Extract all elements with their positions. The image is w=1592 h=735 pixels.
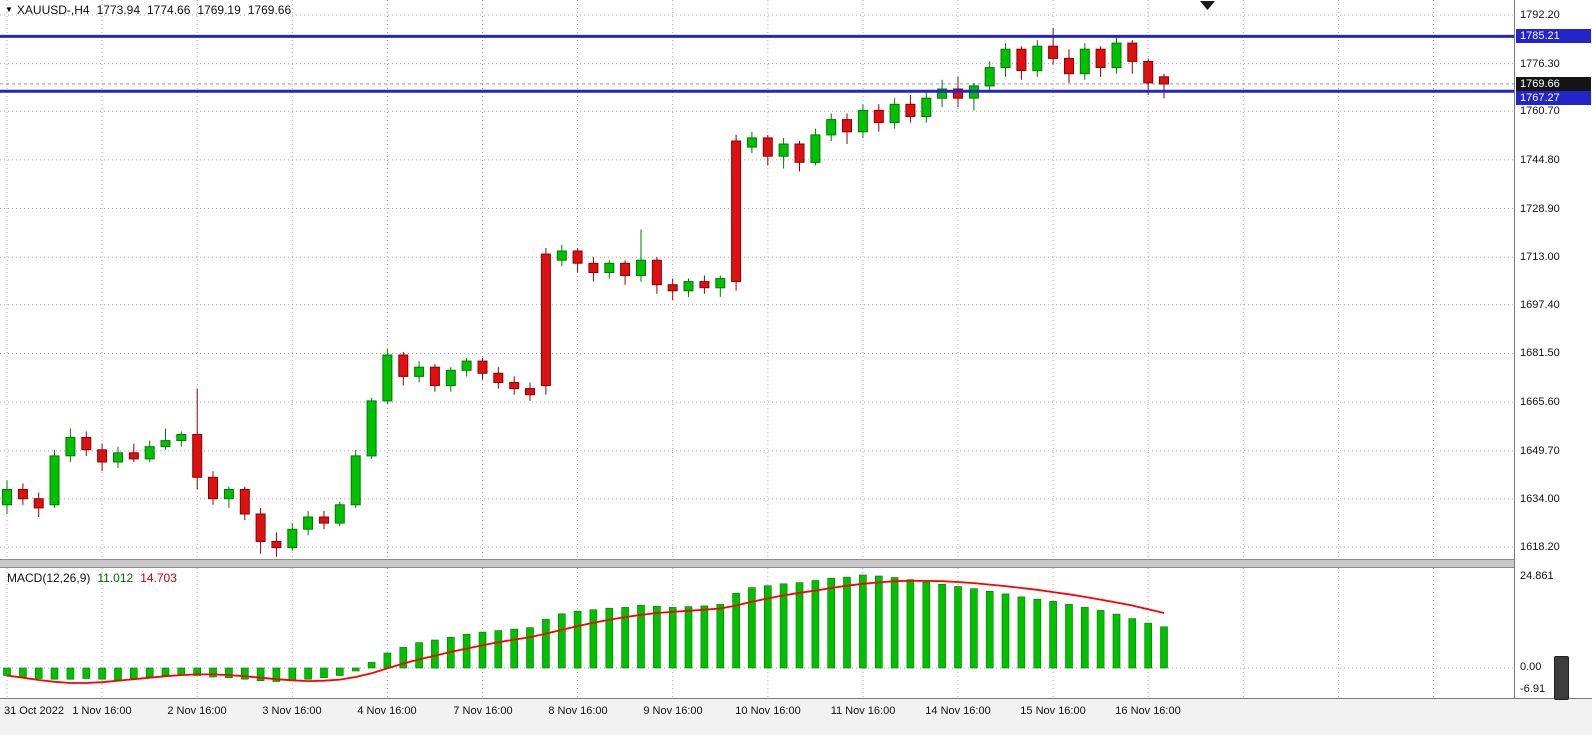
macd-axis-min-label: -6.91 bbox=[1520, 683, 1546, 695]
price-axis-label: 1665.60 bbox=[1520, 396, 1560, 408]
price-axis-label: 1713.00 bbox=[1520, 251, 1560, 263]
ohlc-open-value: 1773.94 bbox=[96, 3, 140, 17]
macd-indicator-area[interactable]: MACD(12,26,9) 11.012 14.703 bbox=[0, 568, 1514, 698]
time-axis-label: 14 Nov 16:00 bbox=[925, 705, 991, 717]
time-axis-label: 1 Nov 16:00 bbox=[72, 705, 132, 717]
macd-main-value: 11.012 bbox=[97, 571, 134, 585]
macd-axis-max-label: 24.861 bbox=[1520, 570, 1554, 582]
time-axis[interactable]: 31 Oct 2022 1 Nov 16:00 2 Nov 16:00 3 Nov 1… bbox=[0, 698, 1592, 735]
macd-axis-zero-label: 0.00 bbox=[1520, 661, 1542, 673]
price-axis-label: 1697.40 bbox=[1520, 299, 1560, 311]
macd-chart[interactable] bbox=[0, 568, 1514, 698]
ohlc-close-value: 1769.66 bbox=[247, 3, 292, 17]
time-axis-label: 9 Nov 16:00 bbox=[643, 705, 703, 717]
macd-histogram-layer bbox=[3, 574, 1168, 682]
bid-price-badge: 1769.66 bbox=[1516, 77, 1591, 91]
macd-name-label: MACD(12,26,9) bbox=[7, 571, 91, 585]
chart-shift-marker[interactable] bbox=[1200, 1, 1215, 10]
time-axis-label: 15 Nov 16:00 bbox=[1020, 705, 1086, 717]
time-axis-label: 3 Nov 16:00 bbox=[262, 705, 322, 717]
time-axis-label: 4 Nov 16:00 bbox=[357, 705, 417, 717]
macd-signal-value: 14.703 bbox=[140, 571, 177, 585]
macd-grid-layer bbox=[0, 568, 1514, 698]
time-axis-label: 8 Nov 16:00 bbox=[548, 705, 608, 717]
time-axis-label: 7 Nov 16:00 bbox=[453, 705, 513, 717]
symbol-dropdown-icon[interactable]: ▼ bbox=[5, 5, 13, 14]
scrollbar-thumb[interactable] bbox=[1554, 656, 1569, 700]
candles-layer bbox=[2, 27, 1169, 557]
price-axis-label: 1649.70 bbox=[1520, 445, 1560, 457]
time-axis-label: 2 Nov 16:00 bbox=[167, 705, 227, 717]
price-axis-label: 1634.00 bbox=[1520, 493, 1560, 505]
panel-resize-separator[interactable] bbox=[0, 559, 1592, 568]
time-axis-label: 11 Nov 16:00 bbox=[830, 705, 896, 717]
time-axis-label: 10 Nov 16:00 bbox=[735, 705, 801, 717]
ohlc-high-value: 1774.66 bbox=[147, 3, 191, 17]
ohlc-low-value: 1769.19 bbox=[197, 3, 241, 17]
time-axis-label: 16 Nov 16:00 bbox=[1115, 705, 1181, 717]
macd-signal-line bbox=[6, 579, 1165, 684]
price-axis[interactable]: 24.861 0.00 -6.91 1792.20 1776.30 1760.70 1… bbox=[1514, 0, 1592, 698]
grid-layer bbox=[0, 0, 1514, 560]
price-axis-label: 1744.80 bbox=[1520, 154, 1560, 166]
level-price-badge: 1767.27 bbox=[1516, 91, 1591, 105]
symbol-timeframe-label: XAUUSD-,H4 bbox=[16, 3, 90, 17]
chart-area[interactable]: ▼ XAUUSD-,H4 1773.94 1774.66 1769.19 1769.66 bbox=[0, 0, 1514, 560]
macd-label: MACD(12,26,9) 11.012 14.703 bbox=[7, 571, 177, 585]
time-axis-label: 31 Oct 2022 bbox=[4, 705, 64, 717]
price-axis-label: 1618.20 bbox=[1520, 541, 1560, 553]
price-axis-label: 1776.30 bbox=[1520, 58, 1560, 70]
price-axis-label: 1792.20 bbox=[1520, 9, 1560, 21]
chart-ohlc-header: ▼ XAUUSD-,H4 1773.94 1774.66 1769.19 1769.66 bbox=[5, 3, 291, 17]
candlestick-chart[interactable] bbox=[0, 0, 1514, 560]
price-axis-label: 1760.70 bbox=[1520, 105, 1560, 117]
price-axis-label: 1681.50 bbox=[1520, 347, 1560, 359]
level-price-badge: 1785.21 bbox=[1516, 29, 1591, 43]
price-axis-label: 1728.90 bbox=[1520, 203, 1560, 215]
